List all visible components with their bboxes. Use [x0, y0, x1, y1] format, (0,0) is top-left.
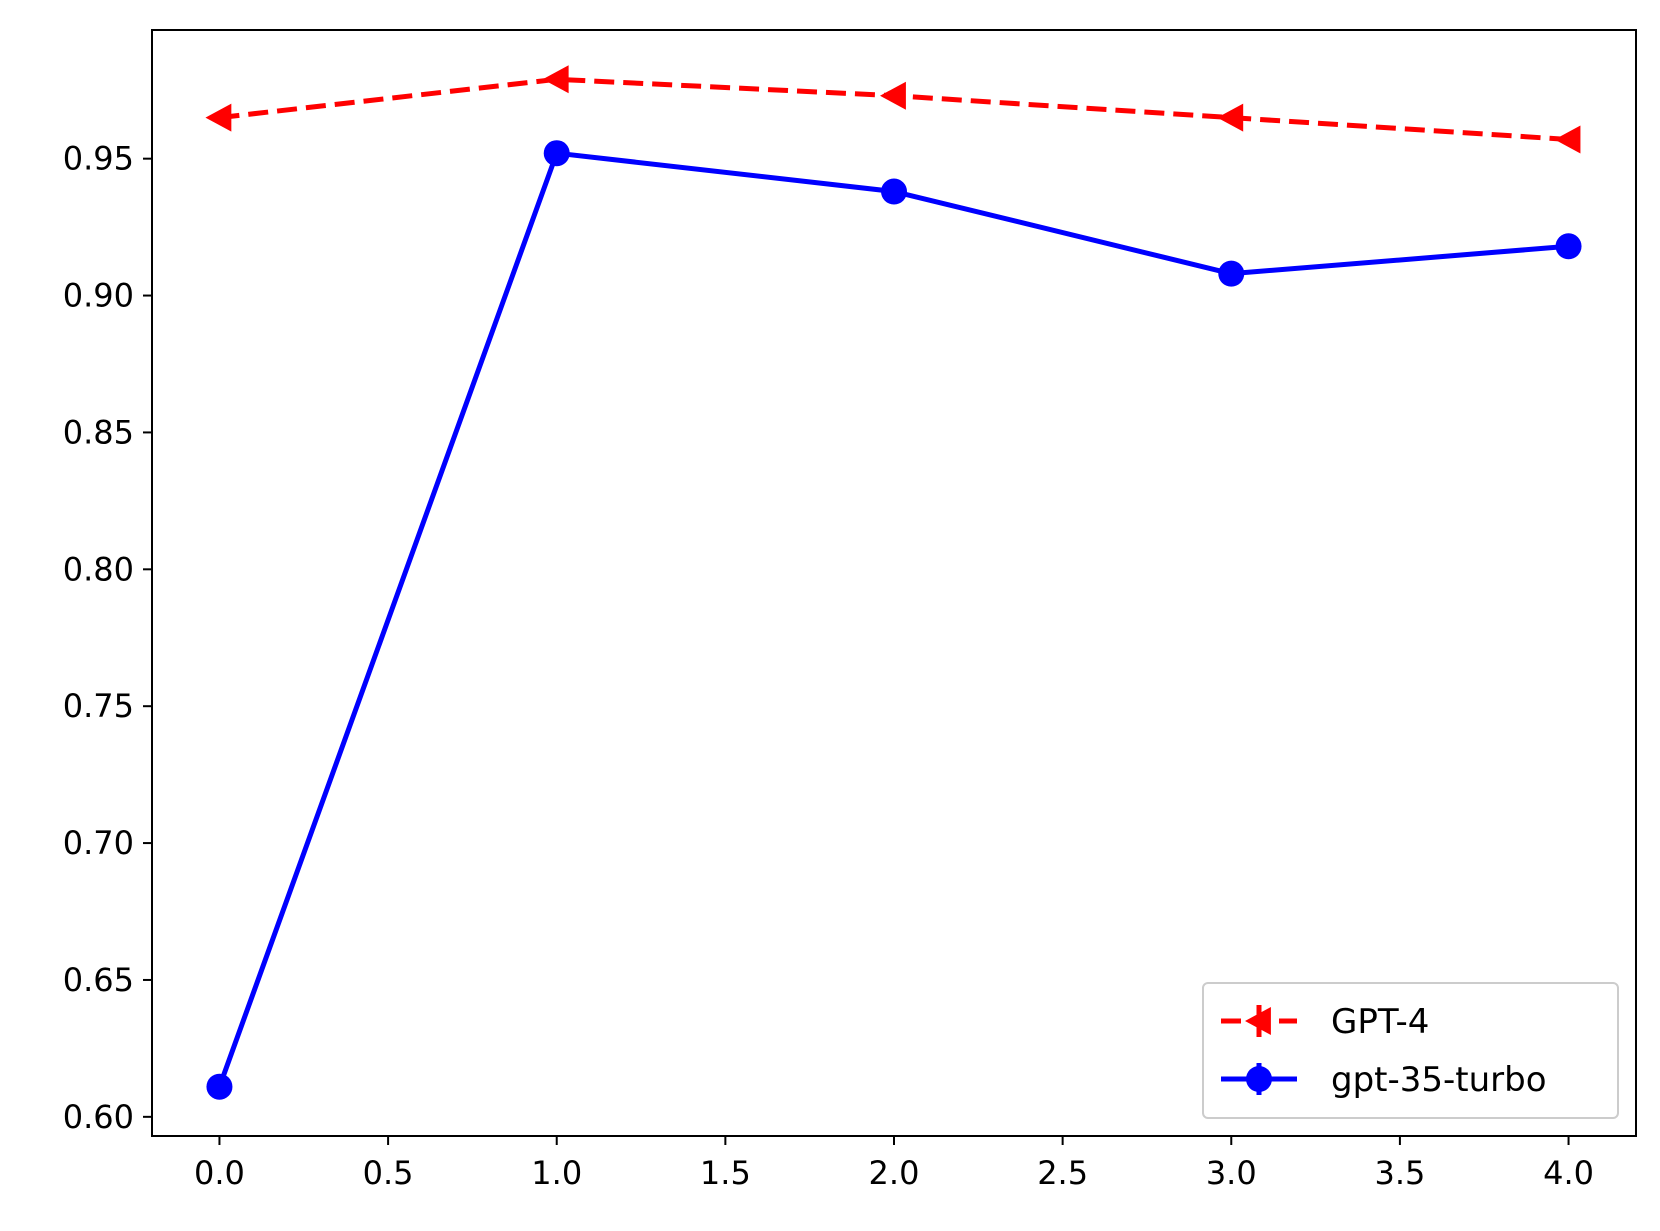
y-tick-label: 0.95 — [63, 140, 134, 178]
x-tick-label: 2.0 — [869, 1154, 920, 1192]
legend: GPT-4 gpt-35-turbo — [1202, 982, 1619, 1119]
x-tick-label: 1.0 — [531, 1154, 582, 1192]
legend-marker — [1245, 1007, 1271, 1035]
data-point-marker — [1218, 260, 1245, 287]
data-point-marker — [881, 178, 907, 205]
y-tick-label: 0.70 — [63, 824, 134, 862]
x-tick-label: 3.5 — [1374, 1154, 1425, 1192]
y-tick-label: 0.90 — [63, 277, 134, 315]
data-point-marker — [205, 103, 232, 132]
data-point-marker — [206, 1073, 233, 1100]
data-point-marker — [543, 140, 570, 167]
y-tick-label: 0.75 — [63, 687, 134, 725]
data-point-marker — [1555, 233, 1582, 260]
x-axis-ticks: 0.0 0.5 1.0 1.5 2.0 2.5 3.0 3.5 4.0 — [194, 1136, 1594, 1192]
legend-entry: GPT-4 — [1221, 1002, 1429, 1042]
plot-frame — [151, 29, 1637, 1137]
x-tick-label: 2.5 — [1037, 1154, 1088, 1192]
data-point-marker — [880, 81, 906, 110]
data-point-marker — [1554, 125, 1581, 154]
x-tick-label: 3.0 — [1206, 1154, 1257, 1192]
data-point-marker — [542, 65, 569, 94]
legend-box — [1202, 982, 1619, 1119]
x-tick-label: 4.0 — [1543, 1154, 1594, 1192]
legend-marker — [1246, 1066, 1272, 1092]
series-gpt-4 — [205, 65, 1581, 154]
x-tick-label: 0.0 — [194, 1154, 245, 1192]
y-tick-label: 0.85 — [63, 413, 134, 451]
series-gpt-35-turbo — [206, 140, 1582, 1100]
x-tick-label: 0.5 — [363, 1154, 414, 1192]
y-axis-ticks: 0.60 0.65 0.70 0.75 0.80 0.85 0.90 0.95 — [63, 140, 152, 1136]
series-layer — [205, 65, 1582, 1100]
y-tick-label: 0.60 — [63, 1098, 134, 1136]
y-tick-label: 0.65 — [63, 961, 134, 999]
x-tick-label: 1.5 — [700, 1154, 751, 1192]
legend-entry: gpt-35-turbo — [1221, 1060, 1547, 1100]
legend-label: GPT-4 — [1331, 1002, 1429, 1042]
legend-label: gpt-35-turbo — [1331, 1060, 1547, 1100]
data-point-marker — [1217, 103, 1244, 132]
y-tick-label: 0.80 — [63, 550, 134, 588]
